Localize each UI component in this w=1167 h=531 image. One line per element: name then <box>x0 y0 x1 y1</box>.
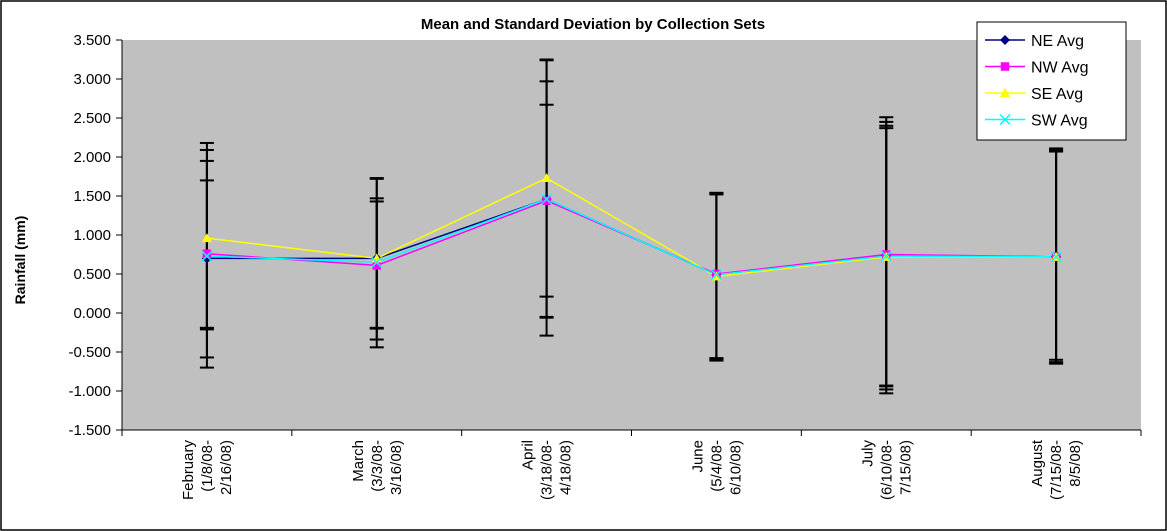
series-lines <box>206 177 1057 278</box>
y-tick-label: 0.500 <box>73 266 111 283</box>
legend: NE Avg NW Avg SE Avg SW Avg <box>976 21 1127 141</box>
x-tick-label: 3/16/08) <box>388 440 405 495</box>
x-tick-label-group: April (3/18/08- 4/18/08) <box>520 440 575 500</box>
data-point <box>541 173 552 183</box>
data-point <box>541 193 553 205</box>
y-tick-label: 3.500 <box>73 32 111 49</box>
y-tick-label: -1.000 <box>68 383 111 400</box>
data-point <box>1000 62 1010 71</box>
legend-label: SE Avg <box>1031 86 1083 103</box>
x-tick-label: 8/5/08) <box>1067 440 1084 487</box>
x-tick-label: 7/15/08) <box>897 440 914 495</box>
x-tick-label: 2/16/08) <box>218 440 235 495</box>
y-tick-label: 3.000 <box>73 71 111 88</box>
y-tick-label: -0.500 <box>68 344 111 361</box>
x-tick-label: 4/18/08) <box>558 440 575 495</box>
series-markers <box>201 173 1062 281</box>
series-line <box>206 198 1057 276</box>
x-tick-label: August <box>1029 439 1046 487</box>
data-point <box>202 249 212 258</box>
x-tick-label: (3/3/08- <box>369 440 386 492</box>
data-point-stroke <box>201 250 213 262</box>
data-point <box>999 113 1011 126</box>
x-tick-label: 6/10/08) <box>727 440 744 495</box>
y-tick-label: 1.500 <box>73 188 111 205</box>
x-tick-label: April <box>520 440 537 470</box>
x-tick-label-group: August (7/15/08- 8/5/08) <box>1029 439 1084 500</box>
data-point <box>1050 251 1062 263</box>
x-tick-label-group: March (3/3/08- 3/16/08) <box>350 440 405 495</box>
y-tick-label: -1.500 <box>68 422 111 439</box>
data-point-stroke <box>999 113 1011 126</box>
data-point <box>201 250 213 262</box>
x-tick-label: (7/15/08- <box>1048 440 1065 500</box>
data-point <box>710 269 722 281</box>
x-tick-label: (1/8/08- <box>199 440 216 492</box>
x-tick-label: (6/10/08- <box>878 440 895 500</box>
data-point-stroke <box>710 269 722 281</box>
y-axis: 3.500 3.000 2.500 2.000 1.500 1.000 0.500 0.000… <box>68 32 123 439</box>
data-point-stroke <box>541 193 553 205</box>
x-tick-label: (5/4/08- <box>708 440 725 492</box>
data-point <box>880 250 892 262</box>
y-axis-label: Rainfall (mm) <box>12 216 28 305</box>
y-tick-label: 2.500 <box>73 110 111 127</box>
legend-label: SW Avg <box>1031 113 1088 130</box>
data-point <box>542 196 551 205</box>
data-point <box>371 256 383 268</box>
x-tick-label: March <box>350 440 367 482</box>
x-axis: February (1/8/08- 2/16/08) March (3/3/08- 3/1… <box>121 429 1142 501</box>
legend-label: NE Avg <box>1031 33 1084 50</box>
data-point <box>201 233 212 243</box>
data-point-stroke <box>371 256 383 268</box>
data-point <box>1000 35 1010 45</box>
x-tick-label: June <box>689 440 706 473</box>
x-tick-label: July <box>859 440 876 467</box>
y-tick-label: 2.000 <box>73 149 111 166</box>
x-tick-label-group: June (5/4/08- 6/10/08) <box>689 440 744 495</box>
x-tick-label-group: February (1/8/08- 2/16/08) <box>180 440 235 501</box>
chart-title: Mean and Standard Deviation by Collectio… <box>421 16 765 33</box>
data-point <box>1000 88 1010 97</box>
y-tick-label: 0.000 <box>73 305 111 322</box>
x-tick-label: February <box>180 440 197 501</box>
data-point-stroke <box>1050 251 1062 263</box>
plot-area <box>122 40 1141 430</box>
x-tick-label-group: July (6/10/08- 7/15/08) <box>859 440 914 501</box>
x-tick-label: (3/18/08- <box>539 440 556 500</box>
legend-label: NW Avg <box>1031 60 1089 77</box>
data-point-stroke <box>880 250 892 262</box>
data-point <box>372 261 381 270</box>
y-tick-label: 1.000 <box>73 227 111 244</box>
